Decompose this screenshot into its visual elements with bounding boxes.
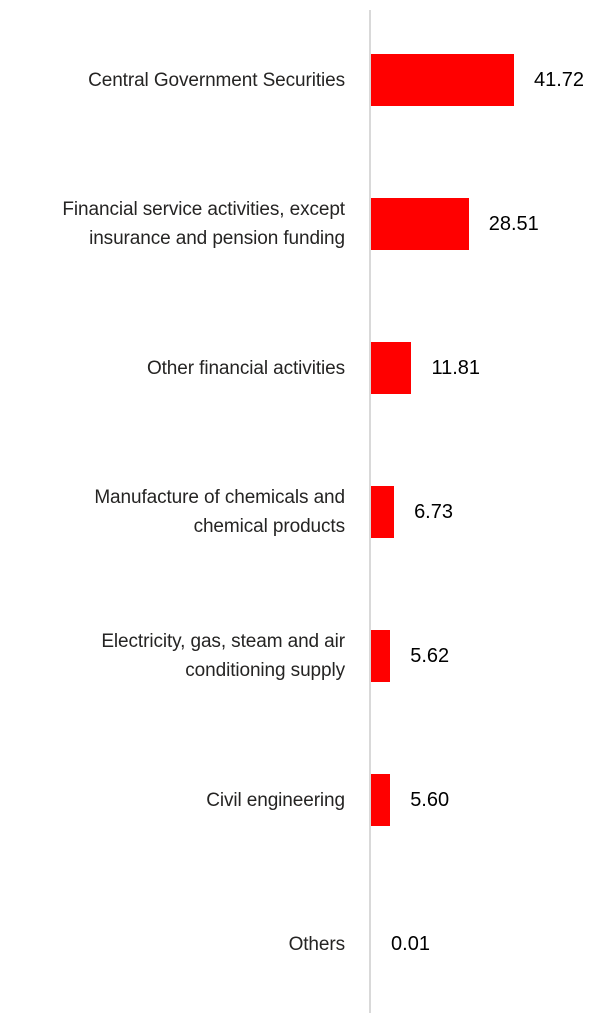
bar bbox=[371, 342, 412, 394]
category-label: Other financial activities bbox=[146, 357, 345, 379]
chart-row: Financial service activities, except ins… bbox=[0, 152, 615, 296]
chart-row: Electricity, gas, steam and air conditio… bbox=[0, 584, 615, 728]
y-axis-line bbox=[369, 10, 371, 1013]
value-label: 11.81 bbox=[431, 356, 481, 379]
value-label: 0.01 bbox=[391, 932, 430, 955]
bar bbox=[371, 774, 391, 826]
bar-area: 5.62 bbox=[371, 584, 615, 728]
category-label: Electricity, gas, steam and air conditio… bbox=[101, 631, 345, 681]
bar bbox=[371, 54, 514, 106]
bar-area: 5.60 bbox=[371, 728, 615, 872]
bar-area: 11.81 bbox=[371, 296, 615, 440]
bar bbox=[371, 486, 395, 538]
value-label: 28.51 bbox=[488, 212, 539, 235]
chart-row: Civil engineering 5.60 bbox=[0, 728, 615, 872]
chart-row: Central Government Securities 41.72 bbox=[0, 8, 615, 152]
chart-rows: Central Government Securities 41.72 Fina… bbox=[0, 8, 615, 1016]
value-label: 5.60 bbox=[410, 788, 450, 811]
value-label: 6.73 bbox=[414, 500, 453, 523]
bar-area: 0.01 bbox=[371, 872, 615, 1016]
category-label: Financial service activities, except ins… bbox=[62, 199, 345, 249]
value-label: 5.62 bbox=[410, 644, 450, 667]
bar-area: 41.72 bbox=[371, 8, 615, 152]
bar bbox=[371, 198, 469, 250]
bar-area: 6.73 bbox=[371, 440, 615, 584]
value-label: 41.72 bbox=[534, 68, 585, 91]
bar-area: 28.51 bbox=[371, 152, 615, 296]
category-label: Central Government Securities bbox=[88, 69, 345, 91]
chart-row: Other financial activities 11.81 bbox=[0, 296, 615, 440]
chart-row: Manufacture of chemicals and chemical pr… bbox=[0, 440, 615, 584]
category-label: Civil engineering bbox=[206, 789, 345, 811]
bar bbox=[371, 630, 391, 682]
chart-row: Others 0.01 bbox=[0, 872, 615, 1016]
category-label: Manufacture of chemicals and chemical pr… bbox=[94, 487, 345, 537]
category-label: Others bbox=[288, 933, 346, 955]
